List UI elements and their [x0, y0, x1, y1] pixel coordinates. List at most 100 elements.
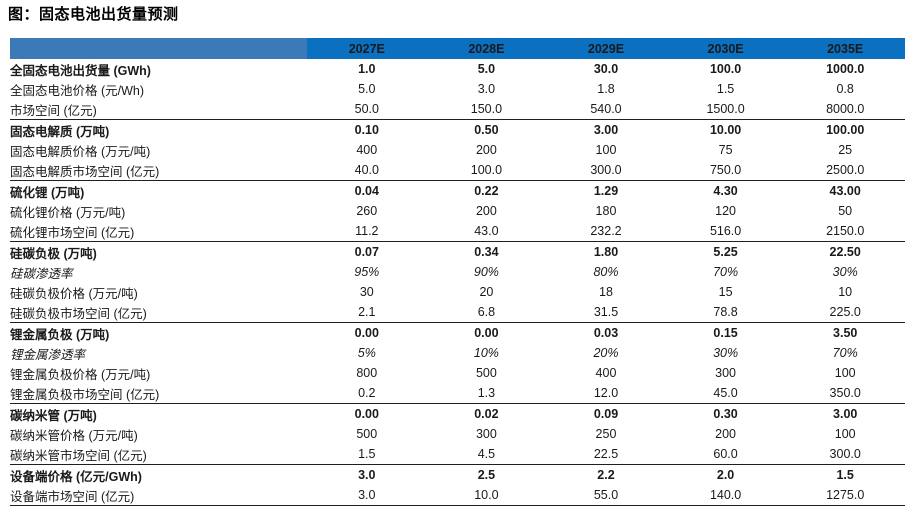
cell-value: 180	[595, 204, 617, 218]
cell-value: 0.30	[713, 407, 738, 421]
table-row: 碳纳米管 (万吨) 0.00 0.02 0.09 0.30 3.00	[10, 404, 905, 425]
cell-value: 5.25	[713, 245, 738, 259]
cell-value: 55.0	[546, 485, 666, 506]
cell-value: 1.29	[593, 184, 619, 198]
cell-value: 0.22	[474, 184, 499, 198]
cell-value: 750.0	[665, 160, 786, 181]
cell-value: 200	[475, 204, 497, 218]
cell-value: 4.5	[426, 444, 547, 465]
cell-value: 1.5	[716, 82, 735, 96]
cell-value: 50.0	[307, 99, 427, 120]
table-row: 锂金属渗透率 5% 10% 20% 30% 70%	[10, 343, 905, 363]
cell-value: 100.00	[826, 123, 865, 137]
cell-value: 150.0	[426, 99, 547, 120]
table-row: 设备端市场空间 (亿元) 3.0 10.0 55.0 140.0 1275.0	[10, 485, 905, 506]
table-row: 硅碳渗透率 95% 90% 80% 70% 30%	[10, 262, 905, 282]
cell-value: 30.0	[593, 62, 619, 76]
cell-value: 43.0	[426, 221, 547, 242]
cell-value: 0.02	[474, 407, 499, 421]
cell-value: 31.5	[546, 302, 666, 323]
row-label: 固态电解质价格 (万元/吨)	[10, 144, 151, 159]
cell-value: 100	[834, 427, 856, 441]
table-row: 硅碳负极市场空间 (亿元) 2.1 6.8 31.5 78.8 225.0	[10, 302, 905, 323]
cell-value: 100.0	[426, 160, 547, 181]
row-label: 锂金属负极市场空间 (亿元)	[10, 383, 307, 404]
cell-value: 2.0	[716, 468, 735, 482]
cell-value: 22.5	[546, 444, 666, 465]
cell-value: 800	[356, 366, 378, 380]
cell-value: 1000.0	[826, 62, 865, 76]
cell-value: 500	[475, 366, 497, 380]
row-label: 锂金属负极价格 (万元/吨)	[10, 367, 151, 382]
cell-value: 10.00	[709, 123, 742, 137]
column-header: 2030E	[665, 38, 786, 59]
table-row: 固态电解质市场空间 (亿元) 40.0 100.0 300.0 750.0 2500.0	[10, 160, 905, 181]
column-header: 2027E	[307, 38, 427, 59]
row-label: 碳纳米管市场空间 (亿元)	[10, 444, 307, 465]
row-label: 硫化锂价格 (万元/吨)	[10, 205, 126, 220]
cell-value: 80%	[593, 265, 619, 279]
cell-value: 78.8	[665, 302, 786, 323]
table-row: 硅碳负极 (万吨) 0.07 0.34 1.80 5.25 22.50	[10, 242, 905, 263]
cell-value: 0.10	[354, 123, 379, 137]
cell-value: 0.2	[307, 383, 427, 404]
cell-value: 100	[834, 366, 856, 380]
cell-value: 400	[595, 366, 617, 380]
cell-value: 10	[838, 285, 853, 299]
cell-value: 3.00	[833, 407, 858, 421]
table-row: 锂金属负极 (万吨) 0.00 0.00 0.03 0.15 3.50	[10, 323, 905, 344]
cell-value: 2150.0	[785, 221, 905, 242]
cell-value: 4.30	[713, 184, 738, 198]
row-label: 硅碳负极市场空间 (亿元)	[10, 302, 307, 323]
cell-value: 0.50	[474, 123, 499, 137]
cell-value: 260	[356, 204, 378, 218]
cell-value: 300	[715, 366, 736, 380]
cell-value: 20%	[593, 346, 619, 360]
table-row: 硫化锂 (万吨) 0.04 0.22 1.29 4.30 43.00	[10, 181, 905, 202]
cell-value: 30	[359, 285, 374, 299]
cell-value: 70%	[832, 346, 858, 360]
figure-title: 图：固态电池出货量预测	[8, 6, 179, 23]
cell-value: 11.2	[307, 221, 427, 242]
cell-value: 0.00	[474, 326, 499, 340]
table-header: 2027E 2028E 2029E 2030E 2035E	[10, 38, 905, 59]
cell-value: 400	[356, 143, 378, 157]
row-label: 硫化锂 (万吨)	[10, 185, 85, 200]
cell-value: 200	[475, 143, 497, 157]
cell-value: 540.0	[546, 99, 666, 120]
row-label: 硅碳负极 (万吨)	[10, 246, 97, 261]
table-header-row: 2027E 2028E 2029E 2030E 2035E	[10, 38, 905, 59]
column-header: 2035E	[785, 38, 905, 59]
table-row: 设备端价格 (亿元/GWh) 3.0 2.5 2.2 2.0 1.5	[10, 465, 905, 486]
table-row: 固态电解质 (万吨) 0.10 0.50 3.00 10.00 100.00	[10, 120, 905, 141]
row-label: 硅碳负极价格 (万元/吨)	[10, 286, 138, 301]
column-header: 2028E	[426, 38, 547, 59]
cell-value: 6.8	[426, 302, 547, 323]
cell-value: 0.03	[593, 326, 619, 340]
cell-value: 1.8	[597, 82, 615, 96]
cell-value: 100.0	[709, 62, 742, 76]
cell-value: 5.0	[358, 82, 376, 96]
cell-value: 3.0	[307, 485, 427, 506]
table-row: 硫化锂市场空间 (亿元) 11.2 43.0 232.2 516.0 2150.0	[10, 221, 905, 242]
cell-value: 3.0	[477, 82, 496, 96]
row-label: 设备端价格 (亿元/GWh)	[10, 469, 142, 484]
cell-value: 0.09	[593, 407, 619, 421]
cell-value: 18	[599, 285, 613, 299]
cell-value: 225.0	[785, 302, 905, 323]
cell-value: 1500.0	[665, 99, 786, 120]
cell-value: 0.8	[836, 82, 854, 96]
cell-value: 2500.0	[785, 160, 905, 181]
cell-value: 1.3	[426, 383, 547, 404]
cell-value: 90%	[473, 265, 499, 279]
cell-value: 3.00	[593, 123, 619, 137]
table-row: 硅碳负极价格 (万元/吨) 30 20 18 15 10	[10, 282, 905, 302]
cell-value: 250	[595, 427, 617, 441]
row-label: 设备端市场空间 (亿元)	[10, 485, 307, 506]
cell-value: 0.34	[474, 245, 499, 259]
cell-value: 3.50	[833, 326, 858, 340]
cell-value: 20	[479, 285, 494, 299]
row-label: 固态电解质市场空间 (亿元)	[10, 160, 307, 181]
cell-value: 300.0	[785, 444, 905, 465]
